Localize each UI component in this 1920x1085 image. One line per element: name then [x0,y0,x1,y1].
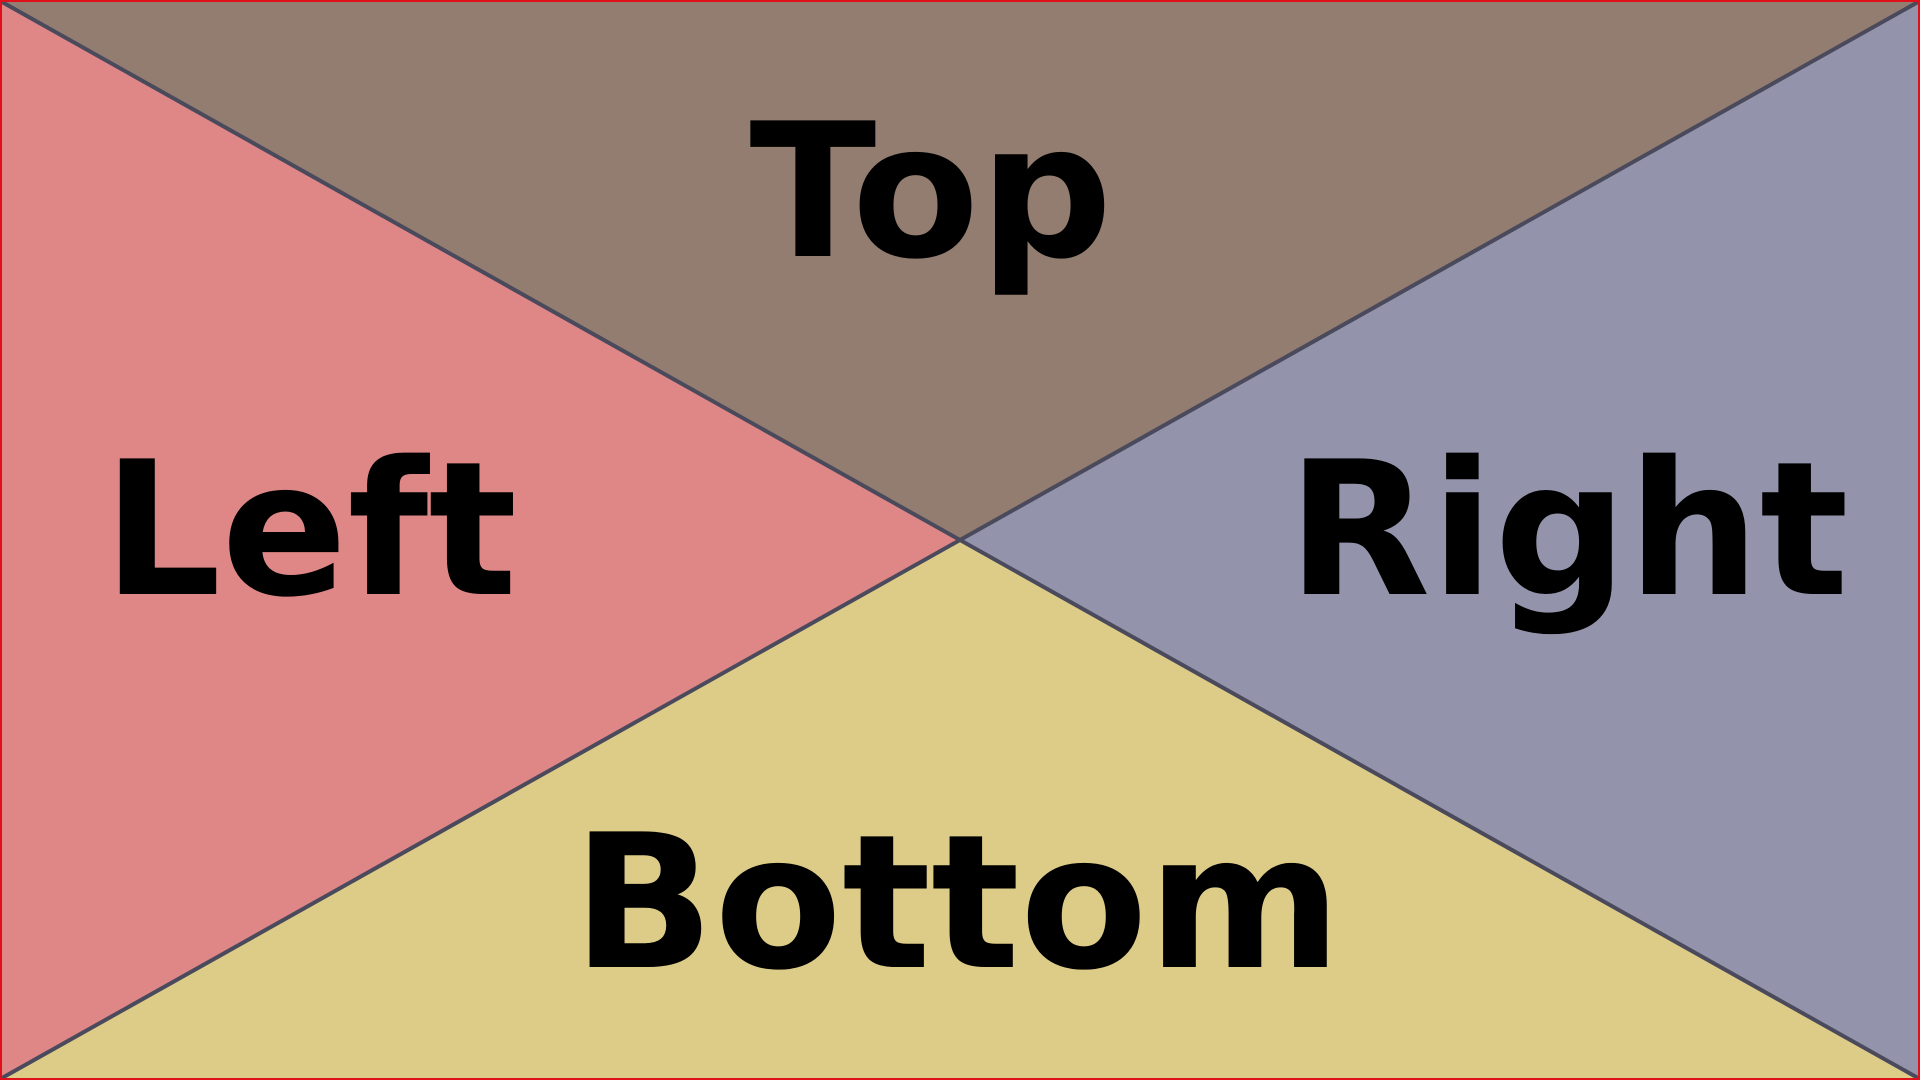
bottom-region [0,540,1920,1080]
right-label: Right [1287,421,1848,638]
bottom-label: Bottom [573,794,1342,1011]
left-label: Left [103,421,518,638]
right-region [960,0,1920,1080]
left-region [0,0,960,1080]
top-label: Top [749,83,1112,300]
top-region [0,0,1920,540]
